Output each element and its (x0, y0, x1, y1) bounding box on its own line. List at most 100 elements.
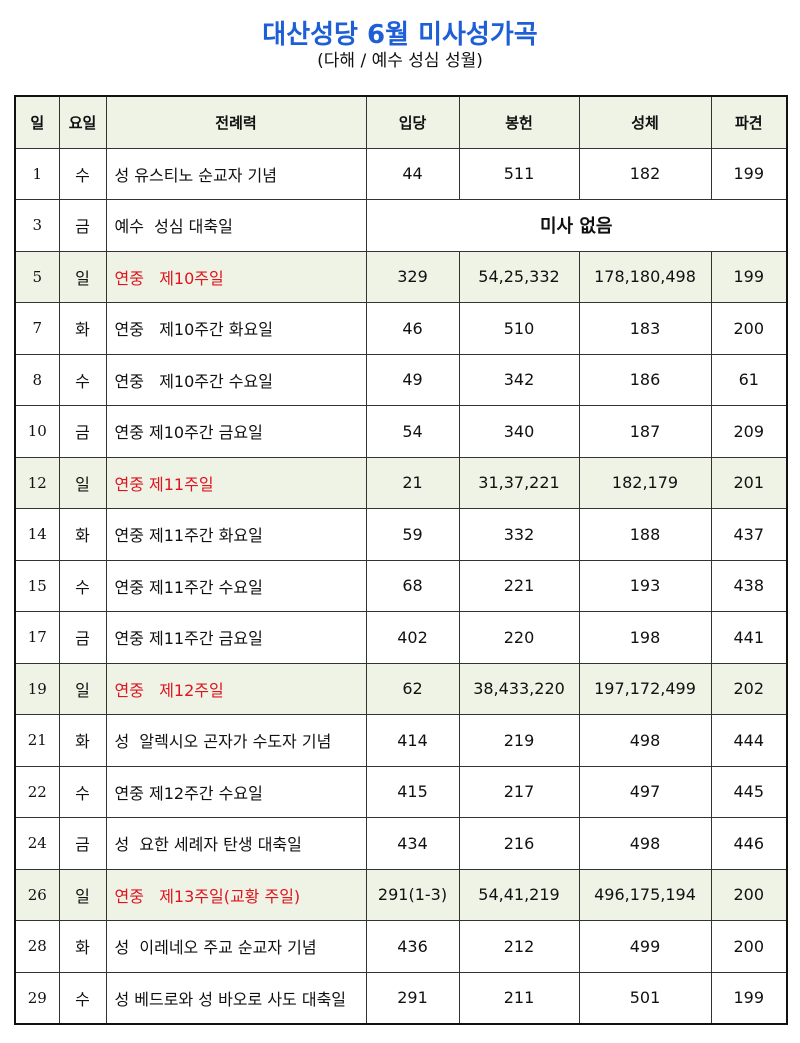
table-cell: 12 (14, 456, 60, 509)
table-cell: 402 (365, 611, 460, 664)
table-cell: 수 (58, 353, 107, 406)
table-cell: 211 (458, 971, 580, 1025)
table-cell: 28 (14, 920, 60, 973)
table-cell: 연중 제11주간 금요일 (105, 611, 367, 664)
table-cell: 340 (458, 405, 580, 458)
table-row: 28 화 성 이레네오 주교 순교자 기념 436 212 499 200 (14, 920, 788, 973)
table-cell: 510 (458, 302, 580, 355)
table-cell: 182 (578, 147, 712, 200)
table-cell: 182,179 (578, 456, 712, 509)
table-cell: 445 (710, 765, 788, 818)
header-row: 일 요일 전례력 입당 봉헌 성체 파견 (14, 95, 788, 149)
mass-table: 일 요일 전례력 입당 봉헌 성체 파견 1 수 성 유스티노 순교자 기념 44 511 182 199… (14, 95, 788, 1025)
table-cell: 197,172,499 (578, 662, 712, 715)
table-cell: 291(1-3) (365, 868, 460, 921)
table-row: 15 수 연중 제11주간 수요일 68 221 193 438 (14, 559, 788, 612)
table-cell: 22 (14, 765, 60, 818)
table-cell: 209 (710, 405, 788, 458)
table-cell: 일 (58, 250, 107, 303)
table-row: 24 금 성 요한 세례자 탄생 대축일 434 216 498 446 (14, 817, 788, 870)
table-cell: 434 (365, 817, 460, 870)
table-cell: 7 (14, 302, 60, 355)
table-cell: 연중 제11주간 화요일 (105, 508, 367, 561)
table-row: 12 일 연중 제11주일 21 31,37,221 182,179 201 (14, 456, 788, 509)
table-cell: 8 (14, 353, 60, 406)
title: 대산성당 6월 미사성가곡 (262, 20, 538, 50)
table-cell: 21 (14, 714, 60, 767)
table-cell: 수 (58, 147, 107, 200)
column-header: 일 (14, 95, 60, 149)
table-cell: 17 (14, 611, 60, 664)
table-cell: 183 (578, 302, 712, 355)
table-cell: 26 (14, 868, 60, 921)
table-cell: 499 (578, 920, 712, 973)
column-header: 파견 (710, 95, 788, 149)
table-cell: 221 (458, 559, 580, 612)
table-cell: 193 (578, 559, 712, 612)
subtitle: (다해 / 예수 성심 성월) (317, 51, 483, 71)
table-cell: 188 (578, 508, 712, 561)
table-cell: 441 (710, 611, 788, 664)
table-cell: 199 (710, 250, 788, 303)
table-cell: 54 (365, 405, 460, 458)
table-cell: 186 (578, 353, 712, 406)
table-cell: 291 (365, 971, 460, 1025)
table-cell: 59 (365, 508, 460, 561)
table-row: 10 금 연중 제10주간 금요일 54 340 187 209 (14, 405, 788, 458)
table-cell: 14 (14, 508, 60, 561)
column-header: 요일 (58, 95, 107, 149)
table-cell: 19 (14, 662, 60, 715)
table-cell: 200 (710, 302, 788, 355)
table-cell: 38,433,220 (458, 662, 580, 715)
table-cell: 29 (14, 971, 60, 1025)
column-header: 성체 (578, 95, 712, 149)
table-cell: 329 (365, 250, 460, 303)
table-cell: 5 (14, 250, 60, 303)
column-header: 입당 (365, 95, 460, 149)
table-cell: 예수 성심 대축일 (105, 199, 367, 252)
table-cell: 511 (458, 147, 580, 200)
table-cell: 332 (458, 508, 580, 561)
table-cell: 217 (458, 765, 580, 818)
table-row: 29 수 성 베드로와 성 바오로 사도 대축일 291 211 501 199 (14, 971, 788, 1025)
table-cell: 연중 제12주간 수요일 (105, 765, 367, 818)
table-cell: 성 요한 세례자 탄생 대축일 (105, 817, 367, 870)
table-cell: 성 유스티노 순교자 기념 (105, 147, 367, 200)
table-cell: 187 (578, 405, 712, 458)
table-cell: 438 (710, 559, 788, 612)
table-cell: 화 (58, 714, 107, 767)
table-cell: 연중 제13주일(교황 주일) (105, 868, 367, 921)
table-cell: 금 (58, 817, 107, 870)
table-cell: 화 (58, 508, 107, 561)
table-row: 17 금 연중 제11주간 금요일 402 220 198 441 (14, 611, 788, 664)
table-cell: 54,41,219 (458, 868, 580, 921)
table-cell: 497 (578, 765, 712, 818)
table-row: 26 일 연중 제13주일(교황 주일) 291(1-3) 54,41,219 496,1… (14, 868, 788, 921)
table-cell: 연중 제10주간 금요일 (105, 405, 367, 458)
table-cell: 54,25,332 (458, 250, 580, 303)
table-cell: 성 이레네오 주교 순교자 기념 (105, 920, 367, 973)
table-cell: 498 (578, 817, 712, 870)
table-cell: 31,37,221 (458, 456, 580, 509)
table-row: 22 수 연중 제12주간 수요일 415 217 497 445 (14, 765, 788, 818)
table-cell: 201 (710, 456, 788, 509)
table-cell: 수 (58, 971, 107, 1025)
table-cell: 414 (365, 714, 460, 767)
table-row: 8 수 연중 제10주간 수요일 49 342 186 61 (14, 353, 788, 406)
table-cell: 연중 제10주간 수요일 (105, 353, 367, 406)
table-row: 7 화 연중 제10주간 화요일 46 510 183 200 (14, 302, 788, 355)
table-cell: 21 (365, 456, 460, 509)
table-cell: 198 (578, 611, 712, 664)
table-cell: 220 (458, 611, 580, 664)
table-cell: 일 (58, 662, 107, 715)
table-cell: 화 (58, 920, 107, 973)
table-cell: 일 (58, 456, 107, 509)
table-cell: 수 (58, 765, 107, 818)
table-cell: 496,175,194 (578, 868, 712, 921)
table-cell: 178,180,498 (578, 250, 712, 303)
table-cell: 444 (710, 714, 788, 767)
column-header: 봉헌 (458, 95, 580, 149)
table-cell: 49 (365, 353, 460, 406)
